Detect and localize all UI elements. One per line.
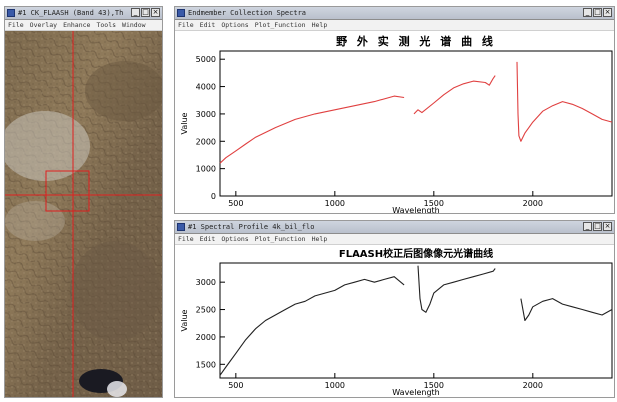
x-tick-label: 1000 [325,199,345,208]
flaash-window-menubar: File Edit Options Plot_Function Help [175,234,614,245]
field-spectra-window[interactable]: Endmember Collection Spectra _ □ × File … [174,6,615,214]
field-window-title: Endmember Collection Spectra [188,9,307,17]
y-tick-label: 0 [211,192,216,201]
x-tick-label: 1500 [424,199,444,208]
x-tick-label: 1000 [325,381,345,390]
field-window-menubar: File Edit Options Plot_Function Help [175,20,614,31]
minimize-button[interactable]: _ [583,8,592,17]
maximize-button[interactable]: □ [593,222,602,231]
close-button[interactable]: × [603,222,612,231]
y-axis-label: Value [180,309,189,331]
menu-overlay[interactable]: Overlay [29,21,58,29]
x-axis-label: Wavelength [392,206,439,214]
menu-plot-function[interactable]: Plot_Function [254,235,306,243]
x-tick-label: 2000 [523,381,543,390]
menu-help[interactable]: Help [311,21,328,29]
window-icon [177,223,185,231]
spectrum-line-segment [219,95,405,164]
minimize-button[interactable]: _ [131,8,140,17]
flaash-window-title: #1 Spectral Profile 4k_bil_flo [188,223,315,231]
field-spectra-chart[interactable]: 野 外 实 测 光 谱 曲 线 0 1000 2000 3000 4000 5000 500 1… [175,31,614,214]
x-tick-label: 500 [228,381,243,390]
y-tick-label: 2500 [196,306,216,315]
window-icon [177,9,185,17]
menu-tools[interactable]: Tools [96,21,117,29]
maximize-button[interactable]: □ [593,8,602,17]
spectrum-line-segment [219,276,405,376]
y-tick-label: 5000 [196,55,216,64]
y-tick-label: 3000 [196,278,216,287]
menu-file[interactable]: File [178,235,194,243]
close-button[interactable]: × [151,8,160,17]
y-tick-label: 2000 [196,333,216,342]
satellite-image[interactable] [5,31,162,398]
chart-title: FLAASH校正后图像像元光谱曲线 [339,247,493,260]
menu-window[interactable]: Window [122,21,146,29]
chart-title: 野 外 实 测 光 谱 曲 线 [336,34,496,48]
y-tick-label: 1500 [196,360,216,369]
flaash-profile-window[interactable]: #1 Spectral Profile 4k_bil_flo _ □ × Fil… [174,220,615,398]
plot-frame [219,50,613,197]
zoom-box[interactable] [45,170,90,212]
minimize-button[interactable]: _ [583,222,592,231]
y-axis-label: Value [180,112,189,134]
field-window-titlebar[interactable]: Endmember Collection Spectra _ □ × [175,7,614,20]
x-tick-label: 1500 [424,381,444,390]
menu-enhance[interactable]: Enhance [63,21,91,29]
y-tick-label: 4000 [196,83,216,92]
spectrum-line-segment [413,75,496,115]
x-axis-label: Wavelength [392,388,439,397]
x-tick-label: 500 [228,199,243,208]
menu-options[interactable]: Options [221,21,249,29]
flaash-window-titlebar[interactable]: #1 Spectral Profile 4k_bil_flo _ □ × [175,221,614,234]
menu-edit[interactable]: Edit [199,235,216,243]
flaash-spectra-chart[interactable]: FLAASH校正后图像像元光谱曲线 1500 2000 2500 3000 500 1000… [175,245,614,398]
spectrum-line-segment [520,298,613,322]
close-button[interactable]: × [603,8,612,17]
image-window-menubar: File Overlay Enhance Tools Window [5,20,162,31]
y-tick-label: 3000 [196,110,216,119]
image-window[interactable]: #1 CK_FLAASH (Band 43),Th _ □ × File Ove… [4,6,163,398]
maximize-button[interactable]: □ [141,8,150,17]
menu-edit[interactable]: Edit [199,21,216,29]
image-window-title: #1 CK_FLAASH (Band 43),Th [18,9,124,17]
image-window-titlebar[interactable]: #1 CK_FLAASH (Band 43),Th _ □ × [5,7,162,20]
menu-plot-function[interactable]: Plot_Function [254,21,306,29]
menu-file[interactable]: File [8,21,24,29]
spectrum-line-segment [516,61,613,142]
menu-file[interactable]: File [178,21,194,29]
y-tick-label: 1000 [196,165,216,174]
menu-options[interactable]: Options [221,235,249,243]
menu-help[interactable]: Help [311,235,328,243]
cloud-patch [5,111,90,181]
x-tick-label: 2000 [523,199,543,208]
spectrum-line-segment [417,265,496,313]
y-tick-label: 2000 [196,137,216,146]
window-icon [7,9,15,17]
plot-frame [219,262,613,379]
